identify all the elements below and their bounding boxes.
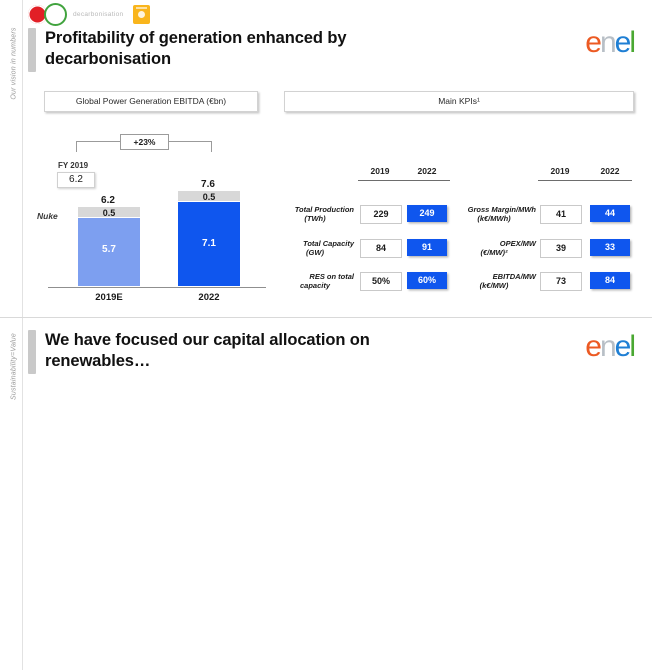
slide1-rail-label: Our vision in numbers: [10, 27, 18, 100]
icon-strip-label: decarbonisation: [73, 10, 124, 18]
logo-letter-e2: e: [614, 26, 632, 59]
slide2-rail-label: Sustainability=Value: [10, 333, 18, 400]
title-accent-bar-2: [28, 330, 36, 374]
kpi-right-row-0-2022: 44: [590, 205, 630, 222]
logo-letter-l-2: l: [629, 330, 636, 363]
delta-badge: +23%: [120, 134, 169, 150]
kpi-right-row-1-title: OPEX/MW: [499, 239, 536, 248]
kpi-left-row-0-name: Total Production (TWh): [276, 205, 354, 224]
slide2-left-rail: Sustainability=Value: [0, 318, 23, 670]
kpi-left-row-1-unit: (GW): [306, 248, 324, 258]
enel-logo-2: enel: [585, 330, 636, 363]
bar-nuke-label-2022: 0.5: [202, 192, 216, 202]
kpi-right-header-2022: 2022: [600, 166, 620, 176]
logo-letter-e2-2: e: [614, 330, 632, 363]
kpi-left-header-2022: 2022: [417, 166, 437, 176]
kpi-right-row-1-name: OPEX/MW (€/MW)²: [452, 239, 536, 258]
document-square-icon: [133, 4, 151, 24]
kpi-left-row-2-2022: 60%: [407, 272, 447, 289]
kpi-right-row-2-2019: 73: [540, 272, 582, 291]
enel-logo: enel: [585, 26, 636, 59]
nuke-label: Nuke: [37, 211, 58, 221]
kpi-left-row-0-title: Total Production: [294, 205, 354, 214]
page-title: Profitability of generation enhanced by …: [45, 29, 347, 69]
logo-letter-n-2: n: [599, 330, 617, 363]
logo-letter-e1: e: [585, 26, 602, 59]
bar-nuke-2022: [178, 191, 240, 201]
kpi-right-row-2-unit: (k€/MW): [479, 281, 509, 291]
page-title-2: We have focused our capital allocation o…: [45, 331, 370, 371]
bar-core-label-2022: 7.1: [202, 238, 216, 249]
kpi-right-row-2-title: EBITDA/MW: [492, 272, 536, 281]
logo-letter-e1-2: e: [585, 330, 602, 363]
slide-separator: [0, 317, 652, 318]
slide2-title-block: We have focused our capital allocation o…: [28, 330, 465, 374]
kpi-left-rule: [358, 180, 450, 181]
kpi-right-row-0-name: Gross Margin/MWh (k€/MWh): [452, 205, 536, 224]
section-header-kpis: Main KPIs¹: [284, 91, 634, 112]
kpi-right-row-1-2022: 33: [590, 239, 630, 256]
logo-letter-n: n: [599, 26, 617, 59]
kpi-left-header-2019: 2019: [370, 166, 390, 176]
section-header-ebitda: Global Power Generation EBITDA (€bn): [44, 91, 258, 112]
bar-category-2019: 2019E: [95, 292, 123, 303]
kpi-left-row-0-2022: 249: [407, 205, 447, 222]
bar-nuke-2019: [78, 207, 140, 217]
slide1-left-rail: Our vision in numbers: [0, 0, 23, 318]
kpi-right-row-1-2019: 39: [540, 239, 582, 258]
kpi-right-row-2-name: EBITDA/MW (k€/MW): [452, 272, 536, 291]
kpi-right-row-2-2022: 84: [590, 272, 630, 289]
logo-letter-l: l: [629, 26, 636, 59]
renewable-circle-icon: [44, 2, 67, 26]
slide1-title-block: Profitability of generation enhanced by …: [28, 28, 465, 72]
kpi-left-row-1-2022: 91: [407, 239, 447, 256]
kpi-right-row-1-unit: (€/MW)²: [480, 248, 508, 258]
bar-category-2022: 2022: [198, 292, 220, 303]
kpi-left-row-1-2019: 84: [360, 239, 402, 258]
fy-value-box: 6.2: [57, 172, 95, 188]
bar-core-2022: [178, 202, 240, 286]
kpi-right-header-2019: 2019: [550, 166, 570, 176]
kpi-right-rule: [538, 180, 632, 181]
kpi-left-row-0-2019: 229: [360, 205, 402, 224]
kpi-left-row-2-name: RES on total capacity: [276, 272, 354, 291]
title-accent-bar: [28, 28, 36, 72]
bar-total-2022: 7.6: [201, 179, 215, 190]
kpi-right-row-0-2019: 41: [540, 205, 582, 224]
kpi-right-row-0-unit: (k€/MWh): [477, 214, 511, 224]
kpi-left-row-0-unit: (TWh): [304, 214, 326, 224]
kpi-left-row-2-title: RES on total: [309, 272, 354, 281]
bar-nuke-label-2019: 0.5: [102, 208, 116, 218]
slide-decarbonisation: Our vision in numbers decarbonisation Pr…: [0, 0, 652, 318]
fy-caption: FY 2019: [58, 161, 89, 170]
kpi-left-row-1-name: Total Capacity (GW): [276, 239, 354, 258]
kpi-left-row-2-unit: capacity: [299, 281, 331, 291]
kpi-right-row-0-title: Gross Margin/MWh: [467, 205, 536, 214]
bar-total-2019: 6.2: [101, 195, 115, 206]
thermal-circle-icon: [28, 4, 47, 24]
bar-core-label-2019: 5.7: [102, 244, 116, 255]
bar-core-2019: [78, 218, 140, 286]
kpi-left-row-1-title: Total Capacity: [303, 239, 354, 248]
slide1-icon-strip: decarbonisation: [28, 2, 151, 26]
kpi-left-row-2-2019: 50%: [360, 272, 402, 291]
bar-chart-axis: [48, 287, 266, 288]
slide-capital-allocation: Sustainability=Value We have focused our…: [0, 318, 652, 670]
